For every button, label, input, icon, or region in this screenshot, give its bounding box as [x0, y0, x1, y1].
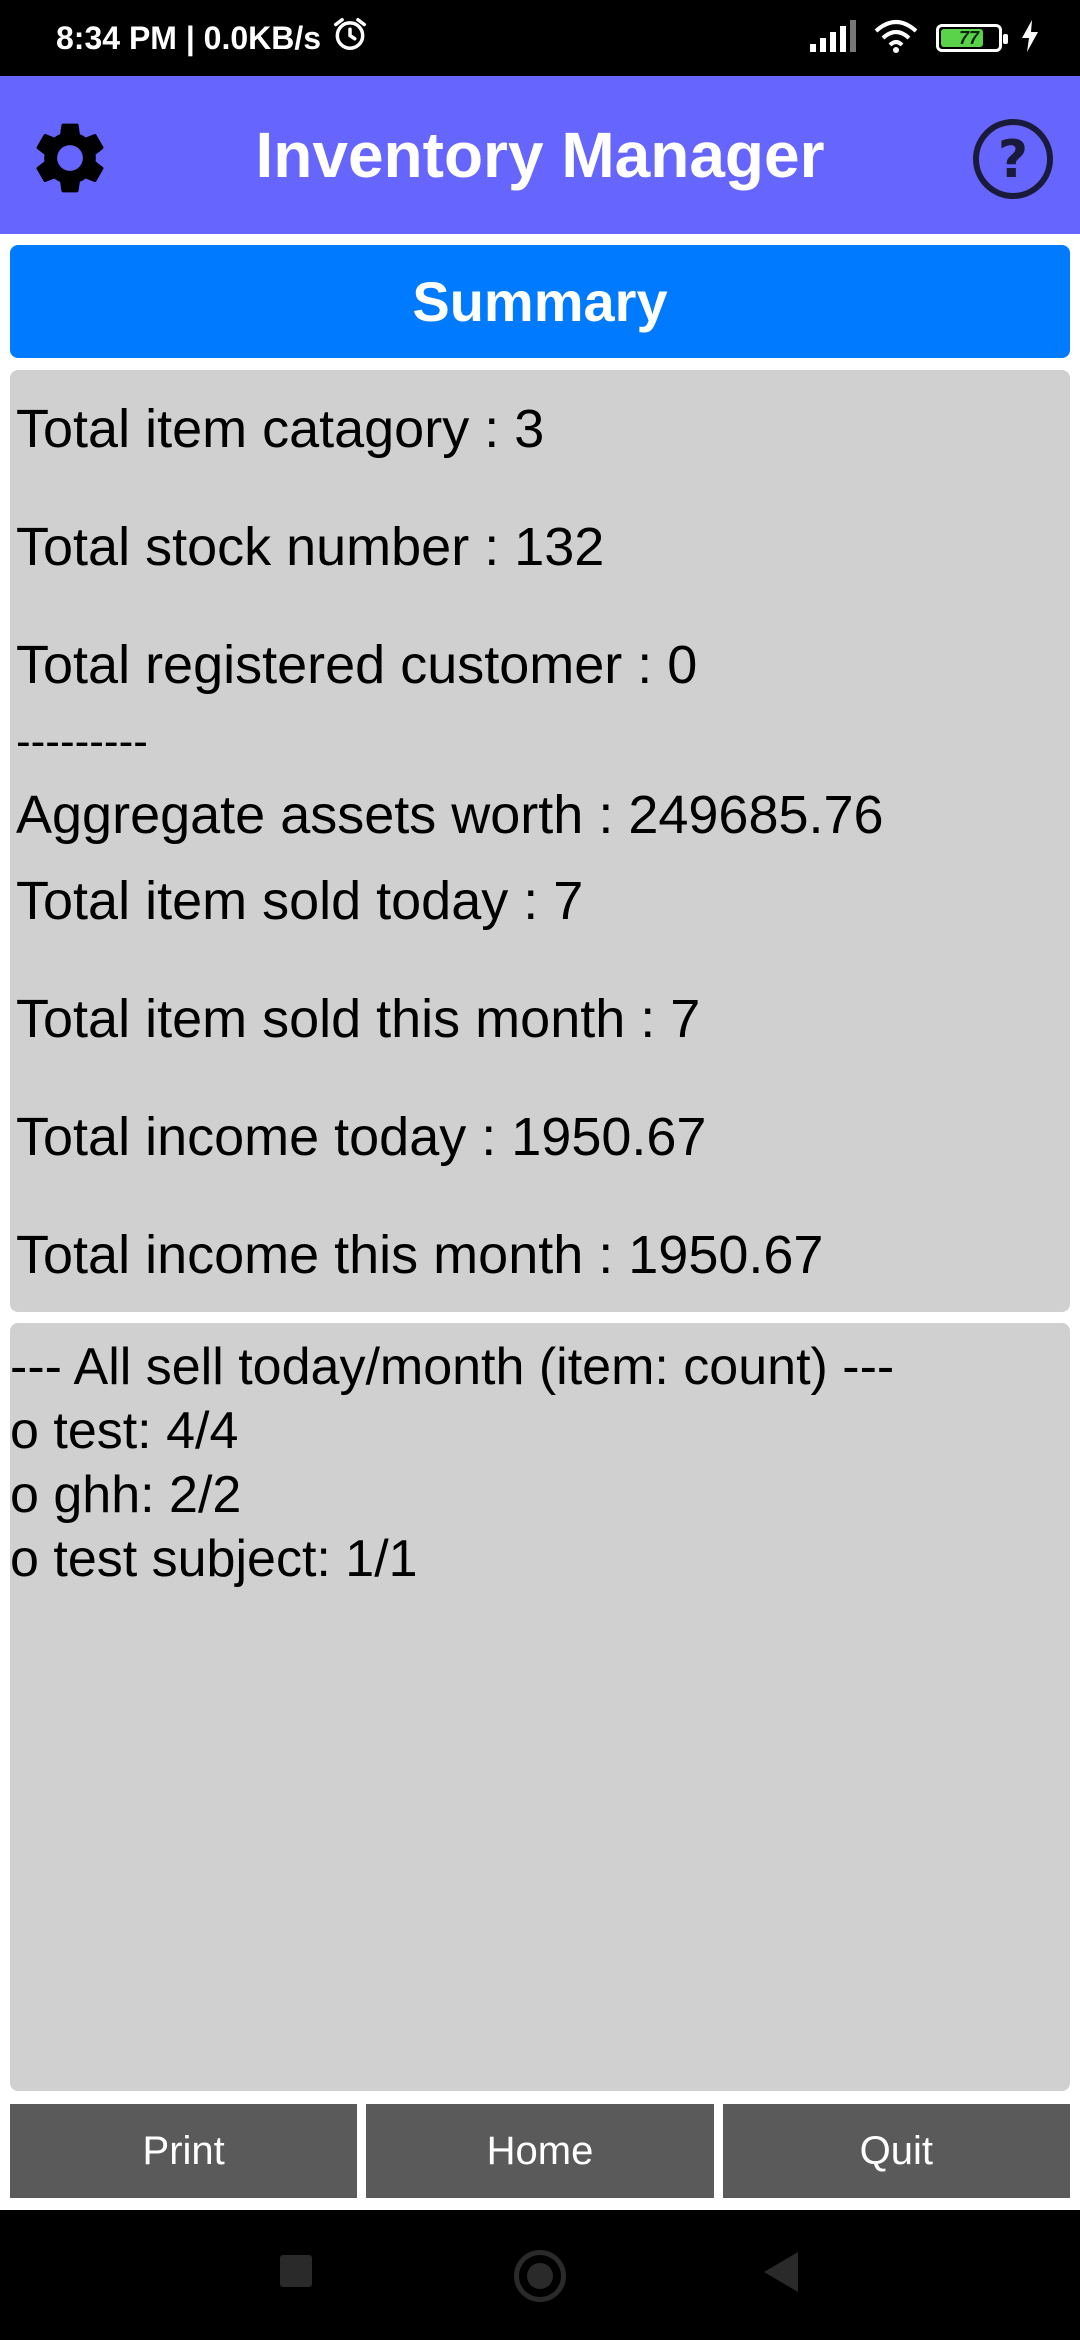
help-button[interactable]: ? — [970, 116, 1056, 202]
home-button[interactable]: Home — [366, 2104, 714, 2198]
summary-tab[interactable]: Summary — [10, 245, 1070, 358]
signal-icon — [808, 19, 856, 57]
stat-total-stock-number: Total stock number : 132 — [16, 517, 605, 577]
battery-level-text: 77 — [958, 27, 980, 48]
alarm-icon — [331, 15, 369, 61]
summary-stats-panel: Total item catagory : 3 Total stock numb… — [10, 370, 1070, 1312]
print-button[interactable]: Print — [10, 2104, 358, 2198]
stat-aggregate-assets-worth: Aggregate assets worth : 249685.76 — [16, 785, 884, 845]
sales-header: --- All sell today/month (item: count) -… — [10, 1338, 895, 1396]
svg-text:?: ? — [998, 130, 1028, 190]
home-nav-icon[interactable] — [514, 2250, 566, 2302]
battery-fill — [941, 29, 984, 47]
stat-total-income-today: Total income today : 1950.67 — [16, 1107, 707, 1167]
wifi-icon — [874, 19, 918, 58]
settings-button[interactable] — [24, 112, 116, 204]
quit-button[interactable]: Quit — [722, 2104, 1070, 2198]
status-bar: 8:34 PM | 0.0KB/s — [0, 0, 1080, 76]
stat-total-item-sold-month: Total item sold this month : 7 — [16, 989, 701, 1049]
stat-total-income-month: Total income this month : 1950.67 — [16, 1225, 824, 1285]
status-left: 8:34 PM | 0.0KB/s — [56, 15, 369, 61]
stat-total-item-sold-today: Total item sold today : 7 — [16, 871, 584, 931]
sales-panel: --- All sell today/month (item: count) -… — [10, 1323, 1070, 2091]
list-item: o test subject: 1/1 — [10, 1530, 418, 1588]
sales-list: o test: 4/4 o ghh: 2/2 o test subject: 1… — [10, 1399, 418, 1591]
bottom-button-bar: Print Home Quit — [10, 2104, 1070, 2198]
gear-icon — [36, 123, 104, 193]
stat-total-item-category: Total item catagory : 3 — [16, 399, 545, 459]
list-item: o test: 4/4 — [10, 1402, 239, 1460]
system-nav-bar — [0, 2210, 1080, 2340]
battery-icon: 77 — [936, 24, 1008, 52]
back-icon[interactable] — [764, 2252, 798, 2292]
app-header: Inventory Manager ? — [0, 76, 1080, 234]
list-item: o ghh: 2/2 — [10, 1466, 242, 1524]
help-icon: ? — [973, 119, 1053, 199]
status-right: 77 — [808, 19, 1040, 58]
charging-icon — [1020, 19, 1040, 57]
recent-apps-icon[interactable] — [280, 2255, 312, 2287]
status-time-speed: 8:34 PM | 0.0KB/s — [56, 19, 322, 56]
stats-divider: --------- — [16, 717, 148, 766]
app-title: Inventory Manager — [255, 119, 825, 191]
stat-total-registered-customer: Total registered customer : 0 — [16, 635, 698, 695]
